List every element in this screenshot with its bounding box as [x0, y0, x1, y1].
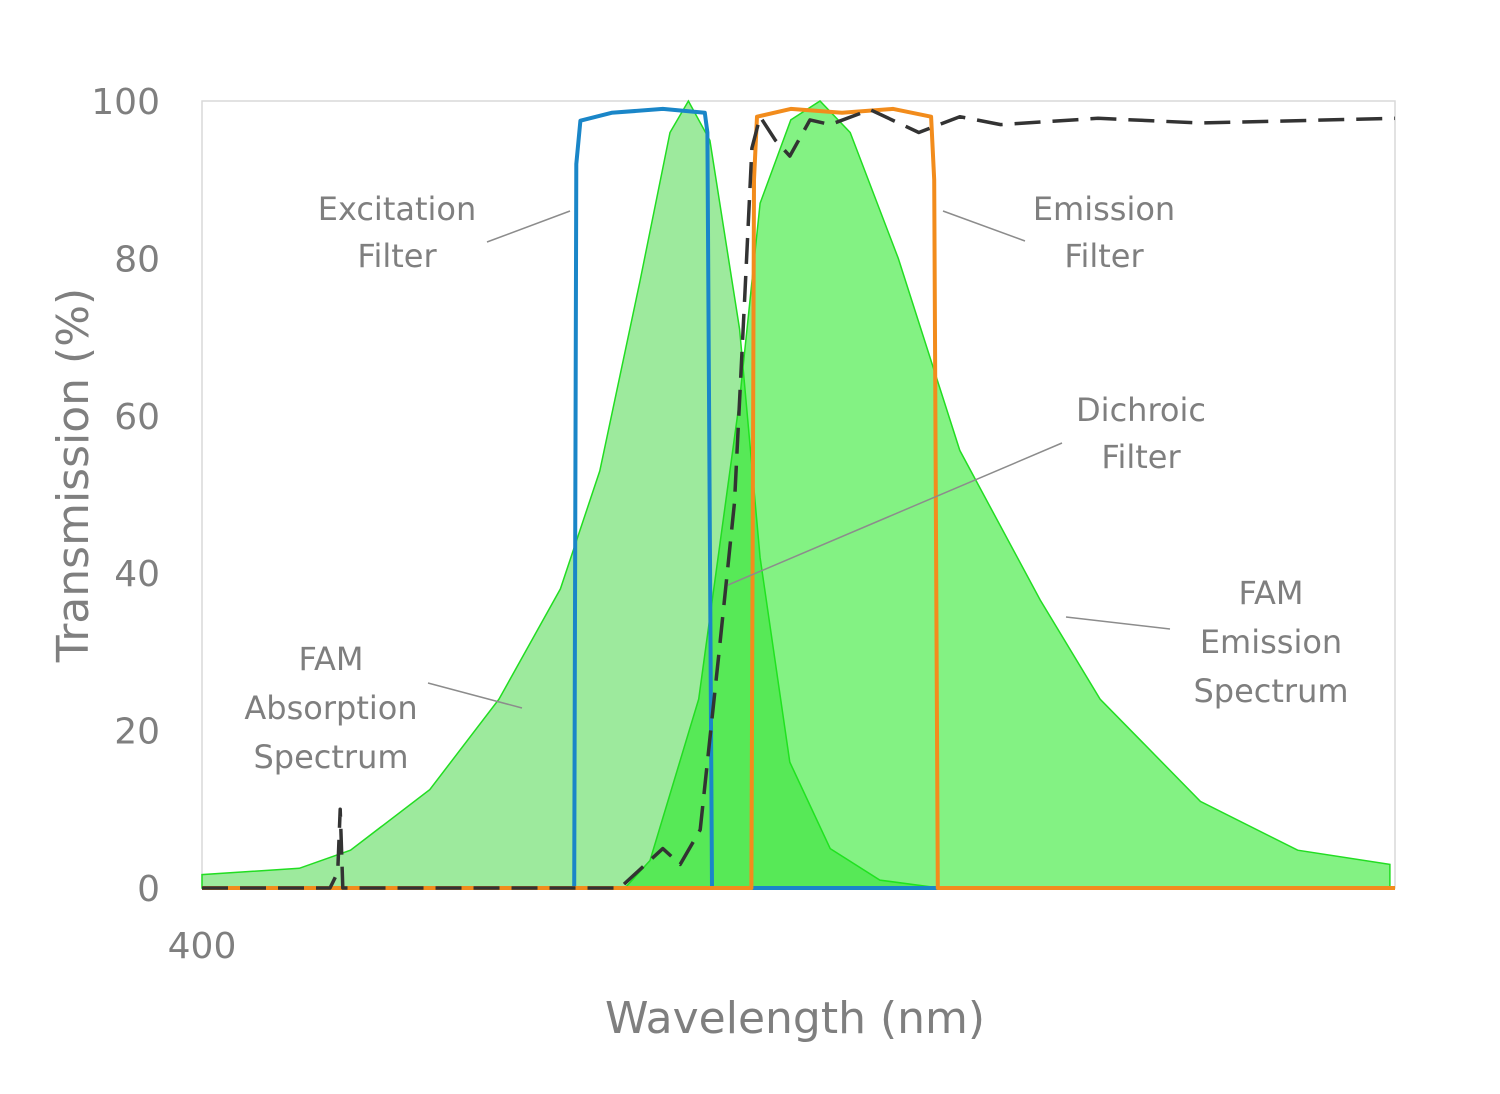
annotation-dichroic: Dichroic Filter [727, 391, 1206, 586]
annotation-text: Filter [357, 237, 437, 275]
annotation-text: Filter [1101, 438, 1181, 476]
x-tick-label: 400 [168, 926, 237, 967]
y-tick-label: 80 [114, 239, 160, 280]
leader-line [727, 442, 1063, 586]
annotation-emission: Emission Filter [942, 190, 1175, 275]
annotation-text: Emission [1033, 190, 1175, 228]
y-axis-label: Transmission (%) [48, 288, 99, 663]
annotations: Excitation Filter Emission Filter Dichroic Fi… [244, 190, 1348, 776]
annotation-text: Filter [1064, 237, 1144, 275]
annotation-text: Emission [1200, 623, 1342, 661]
annotation-text: FAM [299, 640, 364, 678]
x-axis-ticks: 400 [168, 926, 237, 967]
y-tick-label: 60 [114, 397, 160, 438]
fam-emission-spectrum-area [623, 100, 1391, 889]
annotation-text: Excitation [318, 190, 477, 228]
annotation-text: Dichroic [1076, 391, 1206, 429]
emission-filter-line [202, 106, 1395, 890]
y-axis-ticks: 0 20 40 60 80 100 [91, 82, 160, 910]
excitation-filter-line [202, 106, 1395, 890]
annotation-text: Spectrum [1193, 672, 1348, 710]
y-tick-label: 100 [91, 82, 160, 123]
annotation-text: FAM [1239, 574, 1304, 612]
annotation-fam-absorption: FAM Absorption Spectrum [244, 640, 523, 776]
series-layer [201, 99, 1396, 890]
y-tick-label: 40 [114, 554, 160, 595]
y-tick-label: 20 [114, 712, 160, 753]
leader-line [486, 210, 571, 243]
dichroic-filter-line [202, 107, 1396, 890]
leader-line [1065, 616, 1171, 630]
annotation-fam-emission: FAM Emission Spectrum [1065, 574, 1349, 710]
annotation-text: Absorption [244, 689, 417, 727]
leader-line [942, 210, 1026, 242]
annotation-excitation: Excitation Filter [318, 190, 571, 275]
y-tick-label: 0 [137, 869, 160, 910]
leader-line [427, 682, 523, 709]
annotation-text: Spectrum [253, 738, 408, 776]
x-axis-label: Wavelength (nm) [605, 993, 985, 1044]
